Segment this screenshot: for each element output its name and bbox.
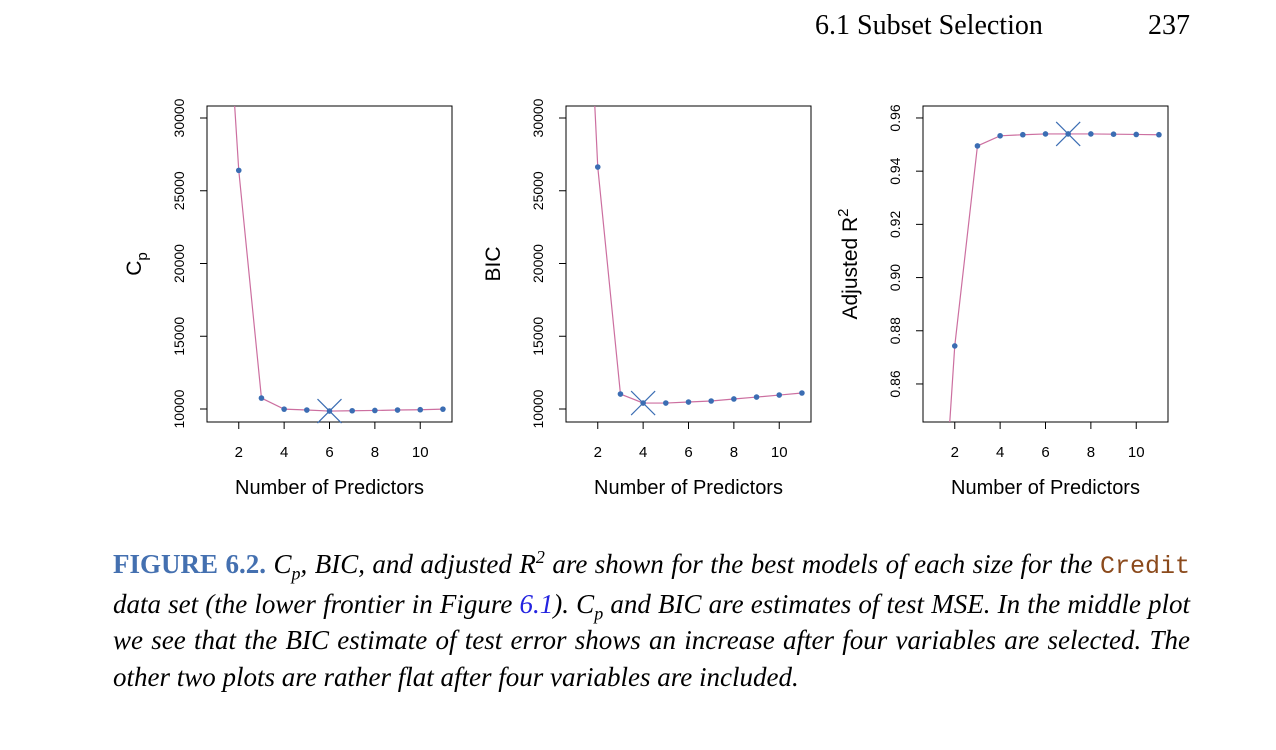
y-axis-label: Cp (123, 252, 151, 276)
plot: 2 4 6 8 10 10000 15000 20000 25000 30000 Number of… (482, 98, 812, 499)
data-point (951, 343, 958, 349)
y-tick-label: 0.94 (887, 157, 903, 184)
data-point (1133, 131, 1140, 138)
subscript: p (594, 602, 604, 623)
x-tick-label: 4 (639, 444, 647, 461)
data-point (417, 406, 424, 413)
data-point (799, 390, 805, 396)
data-line (234, 106, 443, 412)
x-axis-label: Number of Predictors (235, 477, 424, 499)
y-tick-label: 25000 (171, 171, 187, 210)
caption-text: Credit (1100, 552, 1191, 581)
plot: 2 4 6 8 10 10000 15000 20000 25000 30000 Number of… (123, 98, 453, 499)
figure-caption: FIGURE 6.2. Cp, BIC, and adjusted R2 are… (113, 546, 1190, 695)
caption-text: and BIC are estimates of test MSE. In th… (113, 588, 1191, 692)
best-model-marker (630, 390, 656, 416)
x-tick-label: 8 (1087, 444, 1095, 461)
data-point (753, 394, 760, 400)
x-tick-label: 10 (1128, 444, 1145, 461)
data-point (440, 406, 446, 412)
x-axis-label: Number of Predictors (594, 477, 783, 499)
data-point (1088, 131, 1094, 137)
data-point (685, 399, 692, 405)
y-tick-label: 25000 (530, 171, 546, 210)
x-tick-label: 8 (730, 444, 738, 461)
caption-text: C (273, 549, 292, 579)
best-model-marker (1055, 121, 1081, 147)
figure-link[interactable]: 6.1 (519, 588, 554, 619)
y-axis-label-subscript: p (134, 252, 151, 260)
plot-frame (565, 105, 812, 423)
y-tick-label: 15000 (171, 317, 187, 356)
y-tick-label: 30000 (530, 98, 546, 137)
y-tick-label: 30000 (171, 98, 187, 137)
caption-text: , BIC, and adjusted R (300, 549, 536, 579)
subscript: p (291, 563, 301, 584)
data-point (372, 407, 378, 414)
data-line (949, 133, 1159, 422)
figure-label: FIGURE 6.2. (113, 549, 266, 579)
y-tick-label: 0.92 (887, 211, 903, 238)
x-tick-label: 4 (996, 444, 1004, 461)
y-tick-label: 10000 (530, 389, 546, 428)
running-head: 6.1 Subset Selection (815, 10, 1043, 41)
y-axis-label-text: BIC (482, 246, 505, 281)
y-axis-label-text: Adjusted R (839, 217, 862, 320)
data-point (1042, 131, 1049, 137)
x-tick-label: 6 (684, 444, 692, 461)
x-tick-label: 2 (951, 444, 959, 461)
x-axis-label: Number of Predictors (951, 477, 1140, 499)
x-tick-label: 6 (1041, 444, 1049, 461)
data-point (394, 407, 401, 413)
plot-frame (206, 105, 453, 423)
x-tick-label: 8 (371, 444, 379, 461)
x-tick-label: 2 (594, 444, 602, 461)
caption-text: are shown for the best models of each si… (544, 549, 1093, 579)
data-point (258, 395, 265, 401)
data-point (594, 164, 601, 170)
y-axis-label: BIC (482, 246, 505, 281)
y-tick-label: 0.90 (887, 264, 903, 291)
data-point (281, 406, 287, 412)
x-tick-label: 10 (771, 444, 788, 461)
plot-frame (922, 105, 1169, 423)
y-tick-label: 15000 (530, 317, 546, 356)
data-point (997, 132, 1003, 139)
x-tick-label: 10 (412, 444, 429, 461)
data-point (617, 391, 624, 397)
data-point (235, 167, 242, 174)
charts: 2 4 6 8 10 10000 15000 20000 25000 30000 Number of… (123, 98, 1169, 499)
x-tick-label: 4 (280, 444, 288, 461)
caption-text: ). C (553, 588, 595, 619)
data-point (776, 392, 783, 398)
data-point (1156, 131, 1162, 138)
y-axis-label-superscript: 2 (835, 208, 852, 216)
y-tick-label: 20000 (171, 244, 187, 283)
data-point (731, 396, 737, 402)
plot: 2 4 6 8 10 0.86 0.88 0.90 0.92 0.94 0.96 Number of … (835, 104, 1169, 499)
y-axis-label-text: C (123, 261, 146, 276)
superscript: 2 (535, 547, 545, 567)
y-tick-label: 20000 (530, 244, 546, 283)
y-tick-label: 0.96 (887, 104, 903, 131)
y-axis-label: Adjusted R2 (835, 208, 862, 319)
data-line (594, 106, 802, 404)
y-tick-label: 0.86 (887, 370, 903, 397)
data-point (1020, 131, 1026, 138)
data-point (974, 143, 981, 149)
data-point (349, 407, 355, 414)
best-model-marker (317, 398, 342, 424)
data-point (663, 400, 669, 406)
page-number: 237 (1148, 10, 1190, 41)
data-point (708, 398, 714, 404)
x-tick-label: 2 (235, 444, 243, 461)
data-point (1110, 131, 1117, 137)
caption-text: data set (the lower frontier in Figure (113, 588, 513, 619)
y-tick-label: 0.88 (887, 317, 903, 344)
x-tick-label: 6 (325, 444, 333, 461)
y-tick-label: 10000 (171, 389, 187, 428)
data-point (304, 407, 310, 413)
